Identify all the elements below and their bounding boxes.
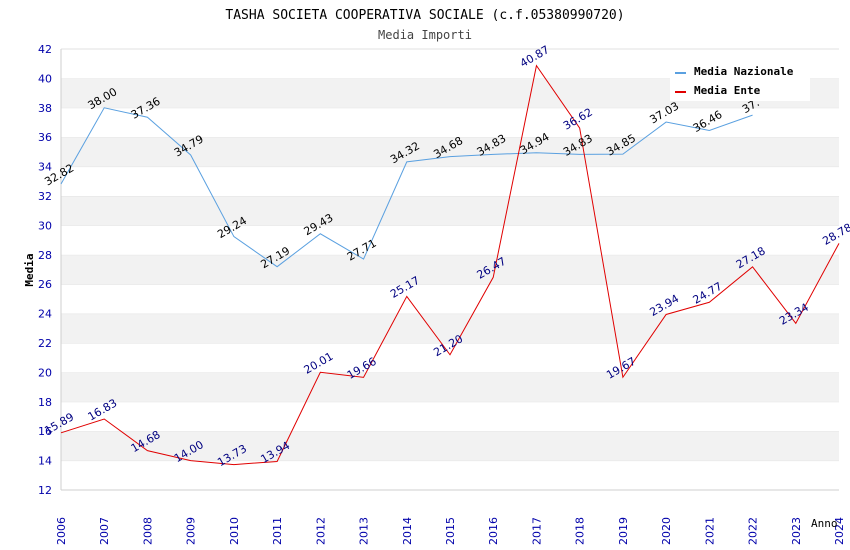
y-tick-label: 32	[38, 190, 52, 203]
x-tick-label: 2009	[185, 517, 198, 545]
x-tick-label: 2010	[228, 517, 241, 545]
x-tick-label: 2008	[141, 517, 154, 545]
grid-band	[61, 196, 839, 226]
grid-band	[61, 225, 839, 255]
grid-band	[61, 166, 839, 196]
x-tick-label: 2024	[833, 517, 846, 545]
x-tick-label: 2018	[574, 517, 587, 545]
x-tick-label: 2015	[444, 517, 457, 545]
y-tick-label: 18	[38, 396, 52, 409]
x-tick-label: 2016	[487, 517, 500, 545]
y-axis-label: Media	[23, 253, 36, 286]
grid-band	[61, 284, 839, 314]
x-tick-label: 2007	[98, 517, 111, 545]
legend-label-nazionale: Media Nazionale	[694, 65, 794, 78]
x-tick-label: 2006	[55, 517, 68, 545]
x-tick-label: 2013	[358, 517, 371, 545]
grid-band	[61, 460, 839, 490]
x-tick-label: 2017	[530, 517, 543, 545]
y-tick-label: 12	[38, 484, 52, 497]
y-tick-label: 28	[38, 249, 52, 262]
x-tick-label: 2011	[271, 517, 284, 545]
grid-band	[61, 431, 839, 461]
series-line-ente	[60, 64, 840, 466]
chart-subtitle: Media Importi	[378, 28, 472, 42]
y-tick-label: 26	[38, 278, 52, 291]
y-tick-label: 42	[38, 43, 52, 56]
x-axis-label: Anno	[811, 517, 838, 530]
legend-label-ente: Media Ente	[694, 84, 761, 97]
grid-band	[61, 137, 839, 167]
x-tick-label: 2023	[790, 517, 803, 545]
chart-title: TASHA SOCIETA COOPERATIVA SOCIALE (c.f.0…	[225, 8, 624, 23]
y-tick-label: 24	[38, 308, 52, 321]
x-tick-label: 2021	[703, 517, 716, 545]
x-tick-label: 2022	[747, 517, 760, 545]
grid-bands	[61, 48, 839, 490]
x-tick-label: 2012	[314, 517, 327, 545]
y-tick-label: 14	[38, 455, 52, 468]
y-tick-label: 38	[38, 102, 52, 115]
grid-band	[61, 343, 839, 373]
y-tick-label: 16	[38, 425, 52, 438]
y-tick-label: 20	[38, 366, 52, 379]
x-tick-label: 2014	[401, 517, 414, 545]
y-tick-label: 36	[38, 131, 52, 144]
x-tick-label: 2019	[617, 517, 630, 545]
x-tick-label: 2020	[660, 517, 673, 545]
grid-band	[61, 107, 839, 138]
series-lines	[60, 64, 840, 466]
grid-band	[61, 372, 839, 402]
y-axis-ticks: 12 14 16 18 20 22 24 26 28 30 32 34 36 38 40 42	[38, 43, 52, 497]
y-tick-label: 22	[38, 337, 52, 350]
x-axis-ticks: 2006 2007 2008 2009 2010 2011 2012 2013 2014 2015…	[55, 517, 846, 545]
legend-box	[670, 61, 810, 101]
legend: Media Nazionale Media Ente	[670, 61, 810, 101]
grid-band	[61, 313, 839, 343]
axes	[60, 49, 839, 491]
y-tick-label: 30	[38, 219, 52, 232]
y-tick-label: 40	[38, 72, 52, 85]
grid-band	[61, 401, 839, 432]
y-tick-label: 34	[38, 161, 52, 174]
grid-band	[61, 254, 839, 285]
series-line-nazionale	[60, 107, 753, 268]
